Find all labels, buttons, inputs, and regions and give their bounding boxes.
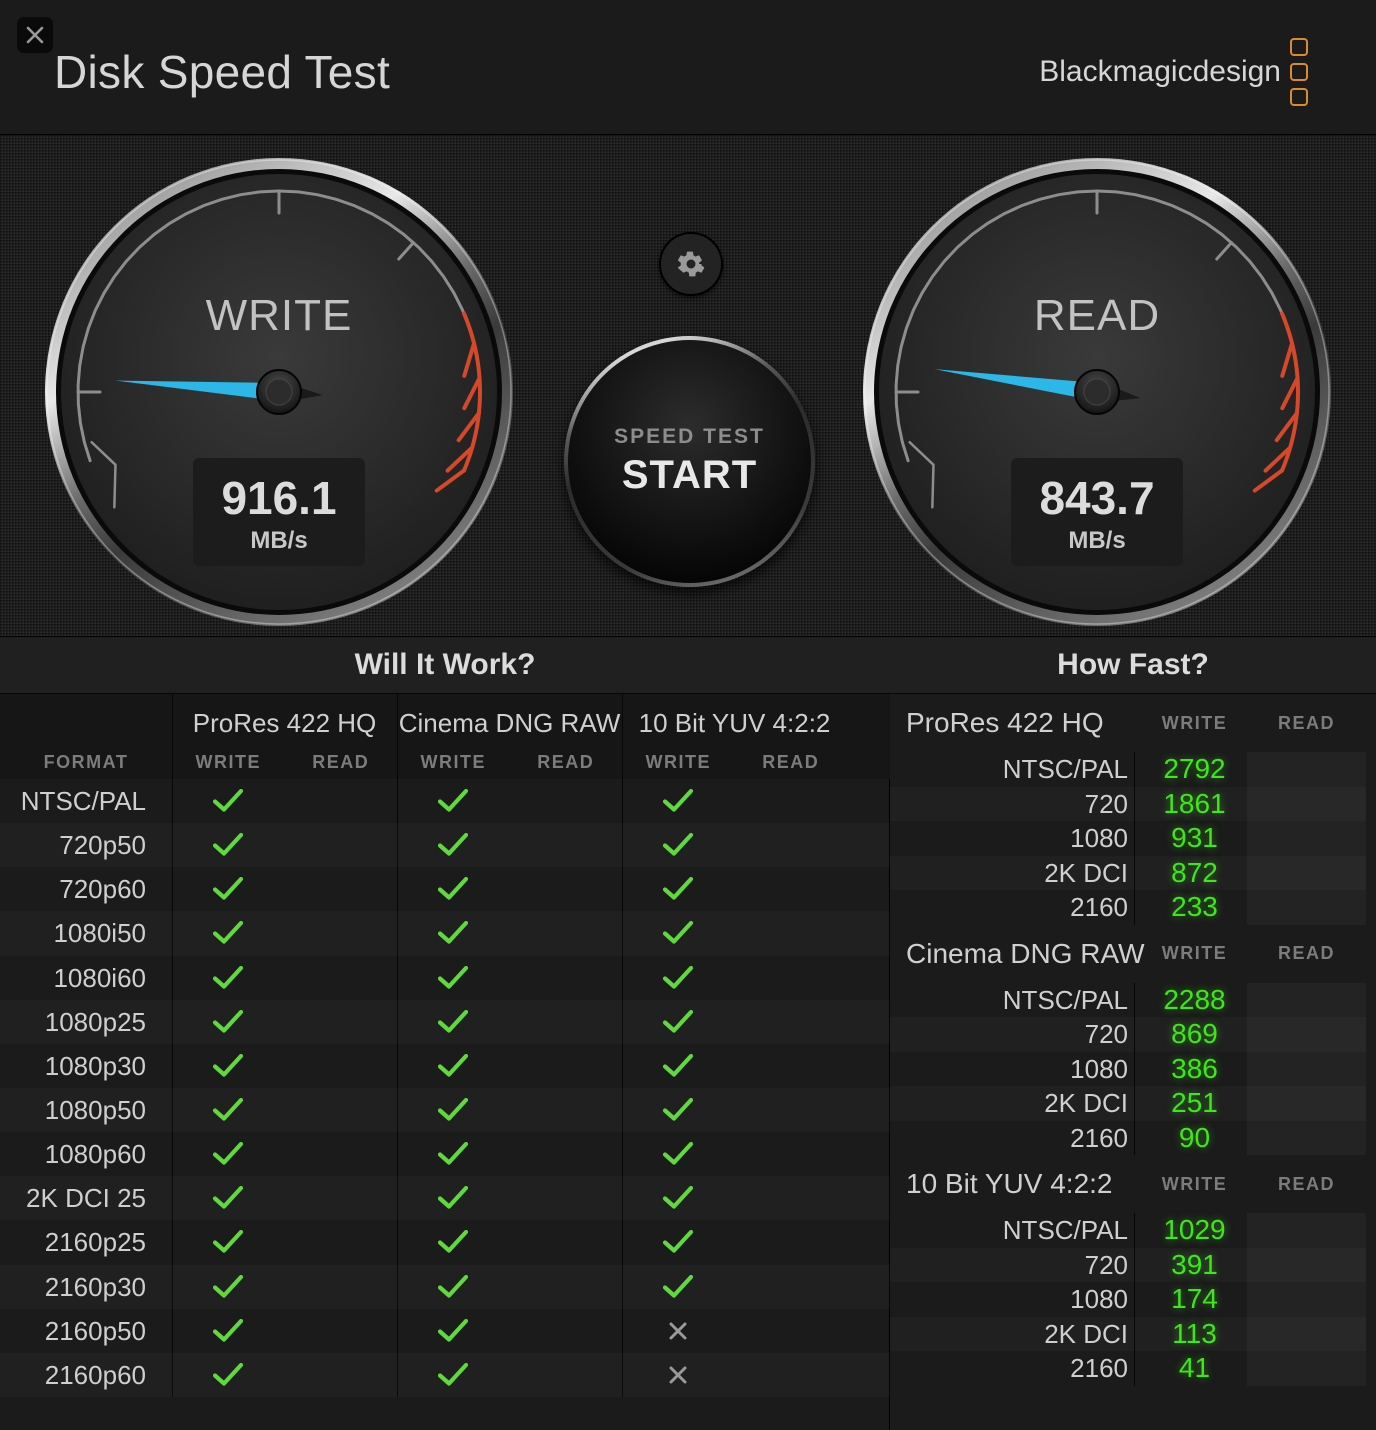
svg-text:READ: READ — [1034, 291, 1160, 340]
svg-text:MB/s: MB/s — [250, 527, 307, 554]
svg-text:916.1: 916.1 — [221, 472, 336, 524]
svg-text:843.7: 843.7 — [1039, 472, 1154, 524]
svg-text:MB/s: MB/s — [1068, 527, 1125, 554]
svg-text:WRITE: WRITE — [206, 291, 353, 340]
